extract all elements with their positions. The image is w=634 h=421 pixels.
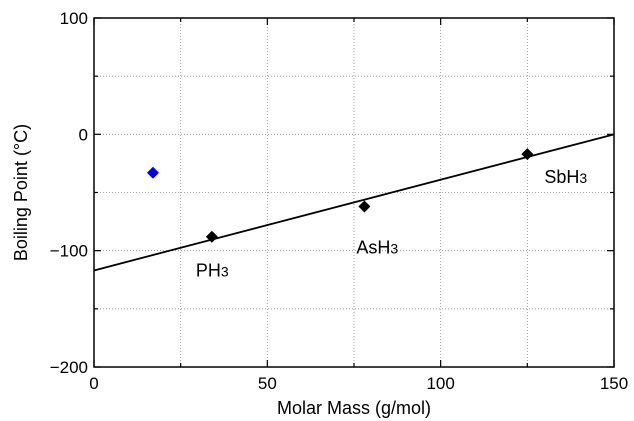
x-axis-title: Molar Mass (g/mol)	[277, 398, 431, 418]
data-point-diamond	[146, 166, 159, 179]
formula-label: PH3	[196, 261, 229, 281]
x-tick-label: 150	[600, 374, 628, 393]
formula-base: SbH	[544, 167, 579, 187]
data-points	[146, 148, 534, 243]
grid	[94, 18, 614, 367]
formula-base: AsH	[356, 237, 390, 257]
formula-subscript: 3	[579, 170, 587, 186]
x-tick-label: 100	[426, 374, 454, 393]
formula-base: PH	[196, 261, 221, 281]
y-tick-label: −100	[50, 242, 88, 261]
fit-line-group	[93, 133, 615, 272]
fit-line	[93, 133, 615, 272]
formula-subscript: 3	[390, 240, 398, 256]
data-point-diamond	[521, 148, 534, 161]
axis-ticks: 0 50 100 150 −200 −100 0 100	[50, 9, 628, 393]
x-tick-label: 0	[89, 374, 98, 393]
x-tick-label: 50	[258, 374, 277, 393]
y-tick-label: −200	[50, 358, 88, 377]
y-tick-label: 100	[60, 9, 88, 28]
formula-subscript: 3	[221, 264, 229, 280]
data-point-diamond	[358, 200, 371, 213]
y-tick-label: 0	[79, 125, 88, 144]
formula-label: AsH3	[356, 237, 398, 257]
data-point-diamond	[205, 230, 218, 243]
y-axis-title: Boiling Point (°C)	[11, 124, 31, 261]
formula-label: SbH3	[544, 167, 587, 187]
